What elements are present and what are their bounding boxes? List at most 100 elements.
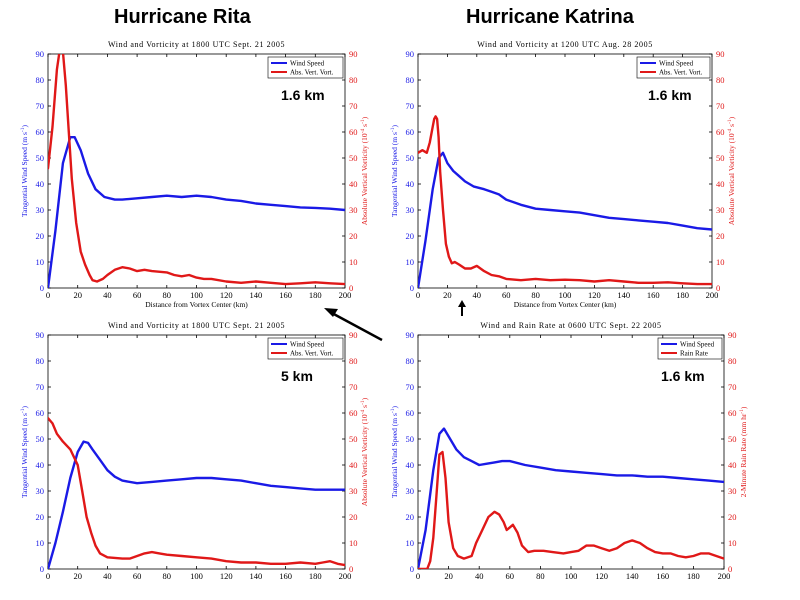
x-tick-label: 80: [163, 571, 172, 581]
y2-tick-label: 10: [728, 538, 737, 548]
y-tick-label: 10: [36, 257, 45, 267]
x-tick-label: 140: [250, 290, 263, 300]
y-tick-label: 0: [40, 283, 44, 293]
y2-tick-label: 90: [728, 330, 737, 340]
y-tick-label: 70: [36, 101, 45, 111]
y2-tick-label: 20: [716, 231, 725, 241]
y2-tick-label: 20: [349, 512, 358, 522]
y2-tick-label: 10: [349, 257, 358, 267]
arrow-head-long-icon: [324, 308, 338, 317]
x-tick-label: 120: [588, 290, 601, 300]
y2-axis-label: Absolute Vertical Vorticity (10-4 s-1): [727, 116, 736, 225]
y-tick-label: 90: [36, 330, 45, 340]
y2-tick-label: 90: [349, 330, 358, 340]
series-line-wind-speed: [418, 427, 724, 569]
y-axis-label: Tangential Wind Speed (m s-1): [390, 406, 399, 498]
series-line-rain-rate: [418, 450, 724, 569]
y2-tick-label: 50: [716, 153, 725, 163]
y2-tick-label: 80: [716, 75, 725, 85]
legend-label: Wind Speed: [680, 341, 715, 349]
y2-tick-label: 70: [716, 101, 725, 111]
x-tick-label: 200: [339, 290, 352, 300]
y2-axis-label-text: Absolute Vertical Vorticity (10: [360, 133, 369, 225]
y-tick-label: 30: [36, 486, 45, 496]
y-tick-label: 40: [36, 460, 45, 470]
y-tick-label: 80: [36, 75, 45, 85]
y-axis-label-text: Tangential Wind Speed (m s: [390, 132, 399, 217]
x-tick-label: 0: [46, 290, 50, 300]
x-tick-label: 40: [475, 571, 484, 581]
y-tick-label: 80: [406, 75, 415, 85]
y-tick-label: 60: [36, 408, 45, 418]
x-tick-label: 40: [103, 571, 112, 581]
y-tick-label: 0: [410, 283, 414, 293]
y2-axis-label-tail: s: [727, 124, 736, 129]
x-tick-label: 160: [647, 290, 660, 300]
x-tick-label: 140: [250, 571, 263, 581]
y2-tick-label: 90: [716, 49, 725, 59]
x-tick-label: 80: [536, 571, 545, 581]
series-line-vorticity: [48, 54, 345, 286]
x-tick-label: 100: [190, 290, 203, 300]
y2-axis-label-sup: -4: [360, 128, 366, 133]
chart-katrina-rain: Wind and Rain Rate at 0600 UTC Sept. 22 …: [390, 321, 748, 581]
y-axis-label-close: ): [390, 125, 399, 128]
x-tick-label: 0: [416, 571, 420, 581]
x-tick-label: 100: [565, 571, 578, 581]
x-tick-label: 180: [309, 290, 322, 300]
y-tick-label: 20: [406, 512, 415, 522]
x-tick-label: 0: [416, 290, 420, 300]
y-tick-label: 40: [406, 460, 415, 470]
legend-label: Wind Speed: [290, 341, 325, 349]
y-tick-label: 30: [406, 486, 415, 496]
y2-axis-label-text: Absolute Vertical Vorticity (10: [360, 414, 369, 506]
arrow-head-short-icon: [458, 300, 466, 307]
y-axis-label-close: ): [20, 125, 29, 128]
chart-rita-1p6: Wind and Vorticity at 1800 UTC Sept. 21 …: [20, 40, 369, 309]
y2-tick-label: 20: [349, 231, 358, 241]
y2-tick-label: 60: [349, 127, 358, 137]
x-tick-label: 20: [73, 571, 82, 581]
y-tick-label: 80: [36, 356, 45, 366]
y-tick-label: 0: [40, 564, 44, 574]
y2-axis-label-tail: s: [360, 405, 369, 410]
y2-axis-label-close: ): [360, 116, 369, 119]
heading-hurricane-rita: Hurricane Rita: [114, 6, 251, 28]
y2-tick-label: 60: [716, 127, 725, 137]
x-tick-label: 140: [626, 571, 639, 581]
legend-label: Abs. Vert. Vort.: [659, 69, 703, 77]
y2-axis-label: Absolute Vertical Vorticity (10-4 s-1): [360, 116, 369, 225]
y-tick-label: 60: [406, 408, 415, 418]
y-tick-label: 70: [36, 382, 45, 392]
x-tick-label: 120: [220, 290, 233, 300]
y2-axis-label-text: Absolute Vertical Vorticity (10: [727, 133, 736, 225]
x-tick-label: 60: [506, 571, 515, 581]
y2-tick-label: 50: [349, 153, 358, 163]
y-tick-label: 50: [36, 153, 45, 163]
y-tick-label: 90: [36, 49, 45, 59]
series-line-wind-speed: [418, 151, 712, 288]
y2-tick-label: 30: [349, 205, 358, 215]
series-line-wind-speed: [48, 135, 345, 288]
y2-tick-label: 10: [716, 257, 725, 267]
y-tick-label: 10: [406, 538, 415, 548]
y2-axis-label-close: ): [727, 116, 736, 119]
height-annotation: 1.6 km: [281, 87, 325, 103]
y2-axis-label-sup2: -1: [360, 119, 366, 124]
x-tick-label: 160: [279, 571, 292, 581]
x-axis-label: Distance from Vortex Center (km): [514, 300, 617, 309]
y-tick-label: 0: [410, 564, 414, 574]
x-tick-label: 200: [706, 290, 719, 300]
chart-title: Wind and Vorticity at 1200 UTC Aug. 28 2…: [477, 40, 653, 49]
y-tick-label: 60: [406, 127, 415, 137]
y2-tick-label: 40: [349, 460, 358, 470]
y-tick-label: 60: [36, 127, 45, 137]
y2-tick-label: 30: [716, 205, 725, 215]
y-tick-label: 20: [36, 231, 45, 241]
y-axis-label-close: ): [390, 406, 399, 409]
y-tick-label: 30: [36, 205, 45, 215]
y2-tick-label: 10: [349, 538, 358, 548]
y-tick-label: 80: [406, 356, 415, 366]
y-tick-label: 70: [406, 382, 415, 392]
